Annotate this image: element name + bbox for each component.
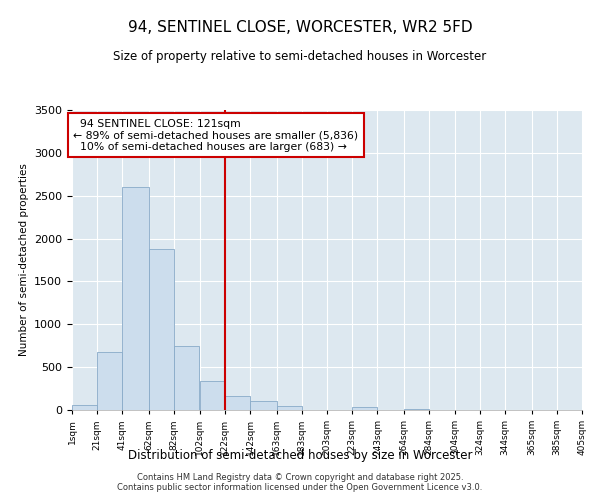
Bar (149, 249, 174, 410)
Text: Contains HM Land Registry data © Crown copyright and database right 2025.
Contai: Contains HM Land Registry data © Crown c… (118, 473, 482, 492)
Bar (97, 352, 122, 410)
Bar (72, 406, 97, 410)
Bar (250, 402, 277, 410)
Bar (352, 407, 377, 410)
Text: 94 SENTINEL CLOSE: 121sqm
← 89% of semi-detached houses are smaller (5,836)
  10: 94 SENTINEL CLOSE: 121sqm ← 89% of semi-… (73, 118, 358, 152)
Text: 94, SENTINEL CLOSE, WORCESTER, WR2 5FD: 94, SENTINEL CLOSE, WORCESTER, WR2 5FD (128, 20, 472, 35)
Bar (122, 187, 149, 410)
Bar (174, 346, 199, 410)
Text: Size of property relative to semi-detached houses in Worcester: Size of property relative to semi-detach… (113, 50, 487, 63)
Text: Distribution of semi-detached houses by size in Worcester: Distribution of semi-detached houses by … (128, 448, 472, 462)
Bar (225, 396, 250, 410)
Y-axis label: Number of semi-detached properties: Number of semi-detached properties (19, 164, 29, 356)
Bar (404, 408, 429, 410)
Bar (199, 381, 225, 410)
Bar (277, 406, 302, 410)
